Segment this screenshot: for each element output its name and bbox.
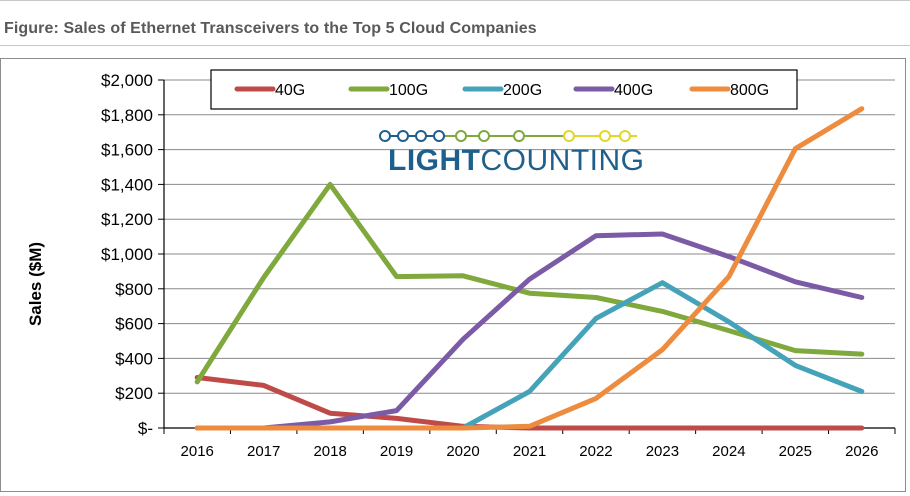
chart-frame: $- $200 $400 $600 $800 $1,000 $1,200 $1,400 $1,6…: [0, 58, 906, 492]
logo-dot: [397, 130, 409, 142]
y-tick-label: $200: [115, 384, 153, 403]
logo-bold-text: LIGHT: [388, 144, 481, 177]
legend-label-200g: 200G: [503, 82, 542, 99]
logo-light-text: COUNTING: [481, 144, 645, 177]
x-tick-label: 2018: [313, 443, 346, 460]
logo-dot: [455, 130, 467, 142]
legend: 40G 100G 200G 400G 800G: [210, 69, 798, 110]
x-tick-label: 2019: [380, 443, 413, 460]
series-line-400g: [194, 231, 865, 431]
y-tick-label: $1,400: [101, 175, 153, 194]
x-tick-label: 2026: [845, 443, 878, 460]
logo-dot: [478, 130, 490, 142]
y-tick-label: $400: [115, 349, 153, 368]
y-tick-label: $1,800: [101, 106, 153, 125]
logo-dot: [379, 130, 391, 142]
logo-dot: [415, 130, 427, 142]
logo-dot-line: [379, 130, 637, 142]
x-tick-label: 2025: [779, 443, 812, 460]
legend-label-400g: 400G: [614, 82, 653, 99]
x-tick-label: 2024: [712, 443, 745, 460]
series-lines: [194, 106, 865, 431]
lightcounting-logo: LIGHTCOUNTING: [379, 130, 645, 177]
series-line-800g: [194, 106, 865, 431]
y-axis-title: Sales ($M): [26, 242, 45, 326]
y-tick-label: $800: [115, 280, 153, 299]
legend-label-100g: 100G: [389, 82, 428, 99]
y-tick-label: $1,600: [101, 141, 153, 160]
legend-label-40g: 40G: [275, 82, 305, 99]
figure-header: Figure: Sales of Ethernet Transceivers t…: [0, 0, 910, 46]
y-tick-label: $-: [138, 419, 153, 438]
y-tick-label: $1,000: [101, 245, 153, 264]
y-tick-label: $600: [115, 315, 153, 334]
legend-label-800g: 800G: [730, 82, 769, 99]
logo-dot: [619, 130, 631, 142]
logo-dot: [599, 130, 611, 142]
series-line-200g: [194, 280, 865, 431]
y-tick-label: $2,000: [101, 71, 153, 90]
logo-dot: [433, 130, 445, 142]
sales-line-chart: $- $200 $400 $600 $800 $1,000 $1,200 $1,400 $1,6…: [26, 69, 896, 460]
x-axis-ticks: 2016 2017 2018 2019 2020 2021 2022 2023 2024 2025…: [163, 428, 896, 460]
y-axis-ticks: $- $200 $400 $600 $800 $1,000 $1,200 $1,400 $1,6…: [101, 71, 164, 438]
x-tick-label: 2017: [247, 443, 280, 460]
x-tick-label: 2016: [181, 443, 214, 460]
x-tick-label: 2023: [646, 443, 679, 460]
logo-dot: [513, 130, 525, 142]
logo-wordmark: LIGHTCOUNTING: [388, 144, 645, 177]
y-tick-label: $1,200: [101, 210, 153, 229]
figure-caption: Figure: Sales of Ethernet Transceivers t…: [4, 20, 537, 37]
x-tick-label: 2021: [513, 443, 546, 460]
logo-dot: [563, 130, 575, 142]
series-line-40g: [194, 375, 865, 431]
x-tick-label: 2020: [446, 443, 479, 460]
x-tick-label: 2022: [579, 443, 612, 460]
